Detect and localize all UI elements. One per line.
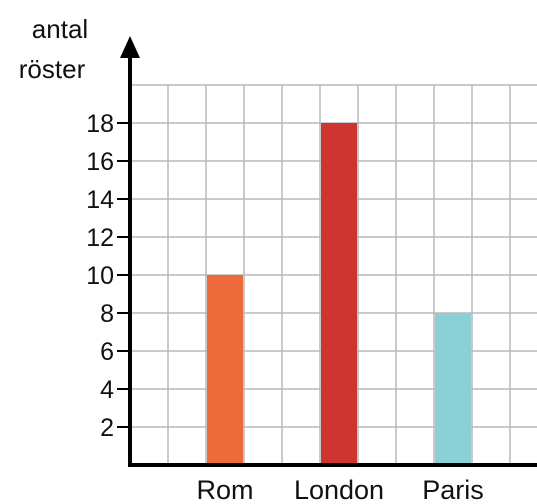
- x-label-rom: Rom: [196, 475, 253, 504]
- bar-rom: [207, 275, 243, 465]
- x-label-paris: Paris: [422, 475, 484, 504]
- y-ticks: 2 4 6 8 10 12 14 16 18: [86, 110, 130, 442]
- y-tick-label: 4: [100, 376, 114, 404]
- x-labels: Rom London Paris: [196, 475, 483, 504]
- y-axis-arrow: [120, 36, 140, 58]
- y-tick-label: 8: [100, 300, 114, 328]
- y-axis-title-line1: antal: [32, 14, 88, 44]
- y-tick-label: 10: [86, 262, 114, 290]
- bars-group: [207, 123, 471, 465]
- bar-paris: [435, 313, 471, 465]
- y-tick-label: 12: [86, 224, 114, 252]
- y-tick-label: 6: [100, 338, 114, 366]
- y-tick-label: 18: [86, 110, 114, 138]
- y-tick-label: 16: [86, 148, 114, 176]
- y-tick-label: 14: [86, 186, 114, 214]
- y-axis-title-line2: röster: [19, 54, 86, 84]
- x-label-london: London: [294, 475, 384, 504]
- y-tick-label: 2: [100, 414, 114, 442]
- bar-london: [321, 123, 357, 465]
